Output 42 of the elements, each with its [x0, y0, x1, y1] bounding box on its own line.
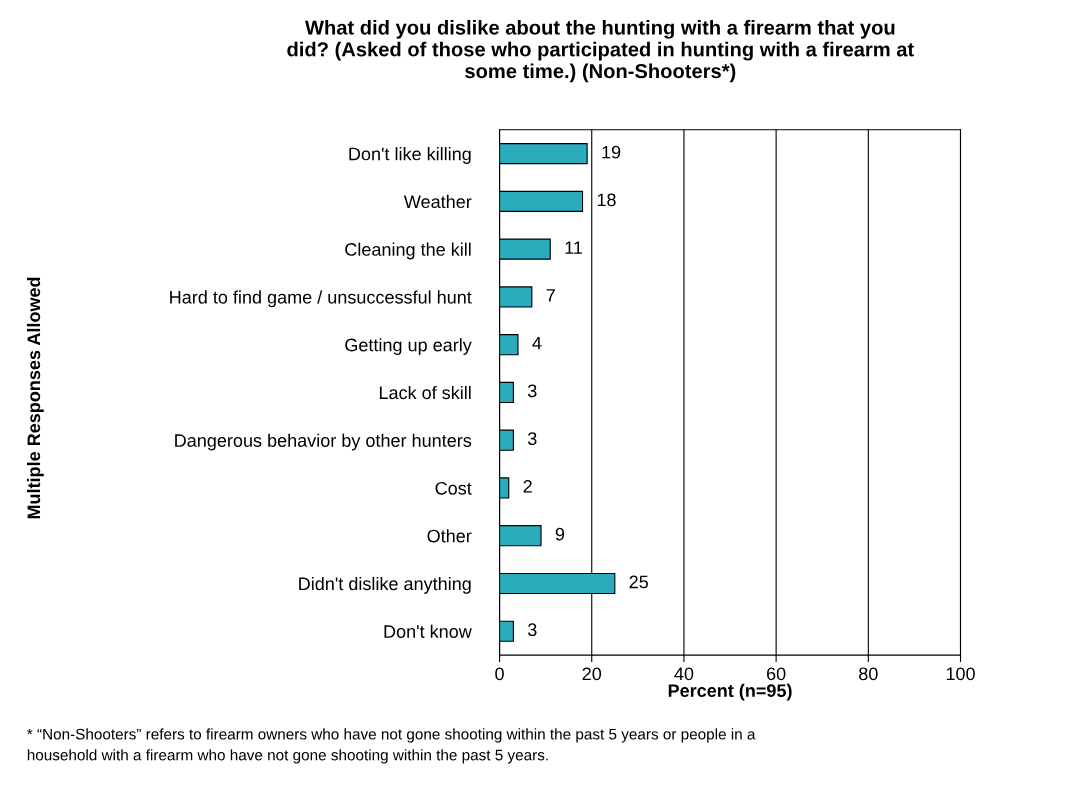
bar [499, 334, 519, 356]
y-tick-label: Hard to find game / unsuccessful hunt [170, 290, 472, 308]
y-tick-label: Dangerous behavior by other hunters [175, 433, 472, 451]
x-tick-label: 100 [946, 667, 975, 681]
y-tick-label: Cost [435, 481, 472, 495]
data-label: 11 [565, 241, 583, 254]
x-tick-label: 60 [767, 667, 786, 681]
bar [499, 143, 588, 165]
text: * “Non-Shooters” refers to firearm owners who have not gone shooting within the past 5 years or people in a household with a firearm who have not gone shooting within the past 5 years. [27, 728, 756, 764]
bar [499, 525, 542, 547]
y-tick-label: Don't like killing [349, 147, 471, 164]
data-label: 25 [629, 575, 649, 589]
x-axis-title: Percent (n=95) [668, 683, 792, 701]
chart-title: What did you dislike about the hunting with a firearm that you did? (Asked of those who participated in hunting with a firearm at some time.) (Non-Shooters*) [287, 19, 914, 83]
data-label: 7 [546, 289, 555, 302]
x-tick-label: 20 [582, 667, 602, 681]
data-label: 3 [527, 384, 537, 398]
y-tick-label: Don't know [384, 624, 472, 638]
x-tick-label: 0 [495, 667, 504, 681]
y-tick-label: Cleaning the kill [345, 242, 471, 260]
data-label: 2 [523, 480, 532, 493]
bar [499, 190, 584, 212]
y-tick-label: Getting up early [345, 338, 472, 355]
x-tick-label: 40 [674, 667, 694, 681]
data-label: 18 [597, 193, 616, 207]
y-tick-label: Weather [403, 194, 472, 209]
bar [499, 381, 514, 404]
bar [499, 429, 514, 451]
y-tick-label: Didn't dislike anything [299, 576, 471, 594]
y-tick-label: Other [427, 529, 472, 543]
bar [499, 477, 510, 499]
data-label: 3 [527, 432, 537, 446]
data-label: 4 [532, 336, 542, 350]
data-label: 19 [602, 145, 621, 159]
y-tick-label: Lack of skill [379, 385, 471, 400]
bar [499, 286, 533, 308]
text: Multiple Responses Allowed [26, 277, 44, 519]
data-label: 3 [527, 623, 537, 637]
x-tick-label: 80 [859, 667, 878, 681]
data-label: 9 [555, 527, 565, 541]
bar [499, 238, 551, 260]
bar [499, 620, 514, 642]
